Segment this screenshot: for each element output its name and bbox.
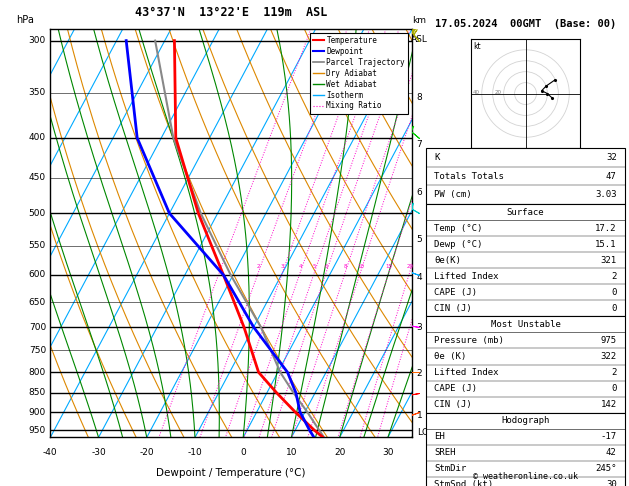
Text: -20: -20 (140, 448, 154, 457)
Text: 850: 850 (29, 388, 46, 397)
Text: 4: 4 (416, 273, 422, 282)
Text: -30: -30 (91, 448, 106, 457)
Text: 3: 3 (416, 323, 423, 331)
Text: Lifted Index: Lifted Index (435, 368, 499, 377)
Text: 600: 600 (29, 271, 46, 279)
Text: 300: 300 (29, 36, 46, 45)
Text: CIN (J): CIN (J) (435, 400, 472, 409)
Text: Totals Totals: Totals Totals (435, 172, 504, 181)
Text: 47: 47 (606, 172, 616, 181)
Text: 322: 322 (601, 352, 616, 361)
Text: 32: 32 (606, 153, 616, 162)
Legend: Temperature, Dewpoint, Parcel Trajectory, Dry Adiabat, Wet Adiabat, Isotherm, Mi: Temperature, Dewpoint, Parcel Trajectory… (309, 33, 408, 114)
Text: 3.03: 3.03 (595, 191, 616, 199)
Text: 17.05.2024  00GMT  (Base: 00): 17.05.2024 00GMT (Base: 00) (435, 19, 616, 29)
Text: 20: 20 (494, 90, 501, 95)
Text: 0: 0 (611, 304, 616, 313)
Text: 8: 8 (343, 264, 347, 269)
Text: StmDir: StmDir (435, 464, 467, 473)
Text: -10: -10 (187, 448, 203, 457)
Text: 0: 0 (240, 448, 246, 457)
Text: 950: 950 (29, 426, 46, 435)
Text: 7: 7 (416, 140, 423, 149)
Text: Dewp (°C): Dewp (°C) (435, 240, 483, 249)
Text: 5: 5 (416, 235, 423, 244)
Text: 2: 2 (611, 368, 616, 377)
Text: Most Unstable: Most Unstable (491, 320, 560, 329)
Text: EH: EH (435, 432, 445, 441)
Text: CAPE (J): CAPE (J) (435, 384, 477, 393)
Text: km: km (412, 16, 426, 25)
Text: 6: 6 (416, 188, 423, 197)
Text: 650: 650 (29, 297, 46, 307)
Text: 700: 700 (29, 323, 46, 331)
Text: 900: 900 (29, 408, 46, 417)
Text: 20: 20 (334, 448, 345, 457)
Text: -40: -40 (43, 448, 58, 457)
Text: SREH: SREH (435, 448, 456, 457)
Text: 0: 0 (611, 288, 616, 297)
Text: 30: 30 (606, 480, 616, 486)
Text: 321: 321 (601, 256, 616, 265)
Text: Dewpoint / Temperature (°C): Dewpoint / Temperature (°C) (157, 468, 306, 478)
Text: 4: 4 (299, 264, 302, 269)
Text: 42: 42 (606, 448, 616, 457)
Text: θe(K): θe(K) (435, 256, 461, 265)
Text: CIN (J): CIN (J) (435, 304, 472, 313)
Text: hPa: hPa (16, 15, 34, 25)
Text: 1: 1 (218, 264, 221, 269)
Text: -17: -17 (601, 432, 616, 441)
Text: 10: 10 (286, 448, 297, 457)
Text: K: K (435, 153, 440, 162)
Text: 550: 550 (29, 241, 46, 250)
Text: 20: 20 (406, 264, 413, 269)
Text: 6: 6 (325, 264, 328, 269)
Text: 3: 3 (281, 264, 284, 269)
Text: 400: 400 (29, 133, 46, 142)
Text: Hodograph: Hodograph (501, 416, 550, 425)
Text: 2: 2 (611, 272, 616, 281)
Text: 30: 30 (382, 448, 394, 457)
Text: θe (K): θe (K) (435, 352, 467, 361)
Text: 800: 800 (29, 368, 46, 377)
Text: 245°: 245° (595, 464, 616, 473)
Text: 2: 2 (257, 264, 260, 269)
Text: LCL: LCL (416, 428, 433, 436)
Text: 10: 10 (357, 264, 364, 269)
Text: Lifted Index: Lifted Index (435, 272, 499, 281)
Text: CAPE (J): CAPE (J) (435, 288, 477, 297)
Text: © weatheronline.co.uk: © weatheronline.co.uk (473, 472, 578, 481)
Text: 17.2: 17.2 (595, 224, 616, 233)
Text: Mixing Ratio (g/kg): Mixing Ratio (g/kg) (440, 193, 449, 273)
Text: Surface: Surface (507, 208, 544, 217)
Text: 5: 5 (313, 264, 316, 269)
Text: 0: 0 (611, 384, 616, 393)
Text: ASL: ASL (411, 35, 428, 44)
Text: Pressure (mb): Pressure (mb) (435, 336, 504, 345)
Text: 15.1: 15.1 (595, 240, 616, 249)
Text: 15: 15 (386, 264, 392, 269)
Text: 8: 8 (416, 93, 423, 102)
Text: kt: kt (473, 42, 481, 51)
Text: 750: 750 (29, 346, 46, 355)
Text: PW (cm): PW (cm) (435, 191, 472, 199)
Text: 43°37'N  13°22'E  119m  ASL: 43°37'N 13°22'E 119m ASL (135, 6, 327, 19)
Text: 2: 2 (416, 368, 422, 378)
Text: 975: 975 (601, 336, 616, 345)
Text: 500: 500 (29, 209, 46, 218)
Text: StmSpd (kt): StmSpd (kt) (435, 480, 494, 486)
Text: 450: 450 (29, 173, 46, 182)
Text: 350: 350 (29, 88, 46, 97)
Text: 142: 142 (601, 400, 616, 409)
Text: 40: 40 (472, 90, 479, 95)
Text: Temp (°C): Temp (°C) (435, 224, 483, 233)
Text: 1: 1 (416, 411, 423, 419)
